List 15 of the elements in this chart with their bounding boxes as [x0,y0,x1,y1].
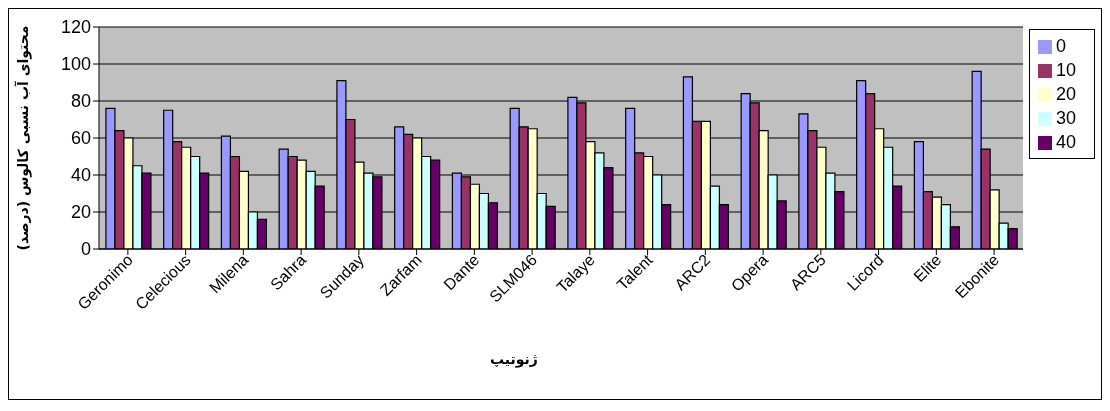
legend-label: 10 [1055,60,1076,80]
y-tick-label: 20 [70,202,91,223]
y-tick-label: 0 [80,239,91,260]
y-tick-label: 40 [70,165,91,186]
y-tick-label: 60 [70,128,91,149]
x-tick-label: Elite [910,251,945,286]
y-tick-label: 100 [60,54,91,75]
y-axis-title: محتوای آب نسبی کالوس (درصد) [13,25,32,251]
legend-label: 20 [1055,84,1076,104]
y-tick-label: 80 [70,91,91,112]
legend-label: 30 [1055,108,1076,128]
x-axis-title: ژنوتیپ [489,351,539,367]
legend-label: 40 [1055,132,1076,152]
legend-label: 0 [1055,36,1066,56]
y-tick-label: 120 [60,17,91,38]
